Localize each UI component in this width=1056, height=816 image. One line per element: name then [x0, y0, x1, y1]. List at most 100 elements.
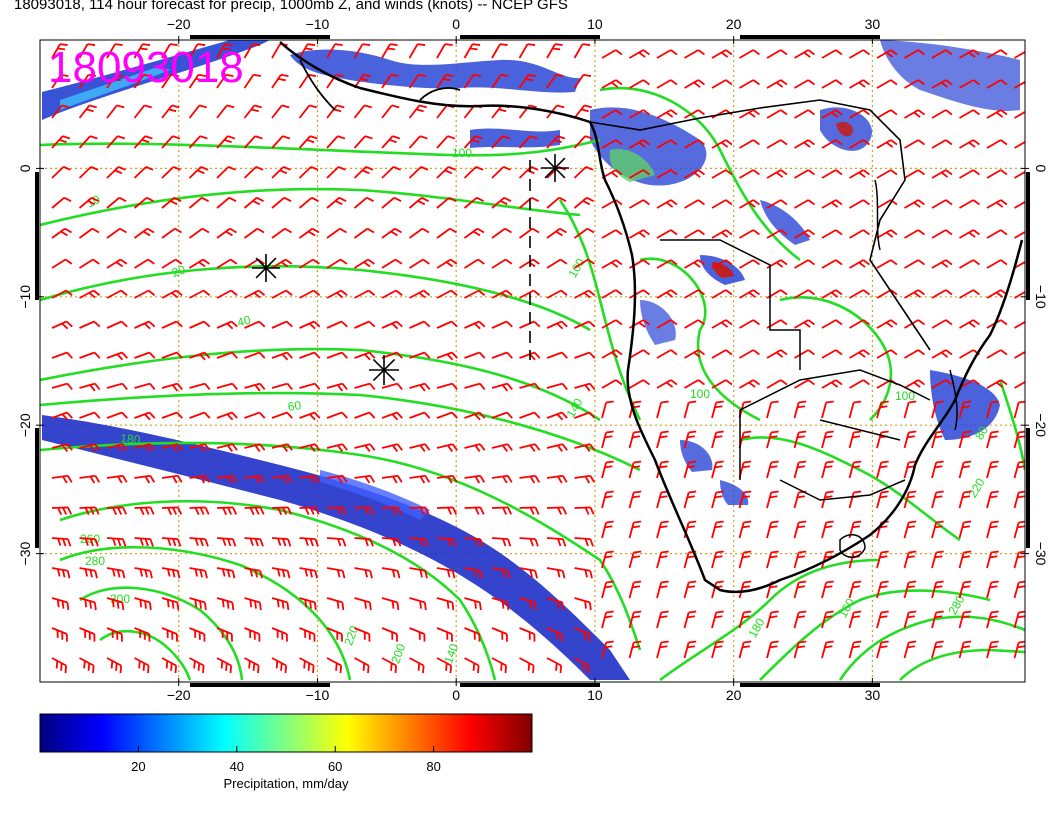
wind-barb: [271, 135, 291, 149]
contour-line: [659, 558, 881, 682]
wind-barb: [739, 349, 760, 359]
wind-barb: [711, 259, 733, 269]
wind-barb: [134, 597, 152, 611]
wind-barb: [491, 43, 508, 59]
wind-barb: [711, 379, 733, 389]
wind-barb: [189, 537, 209, 547]
contour-label: 20: [170, 262, 188, 280]
wind-barb: [959, 169, 980, 179]
wind-barb: [1014, 379, 1025, 389]
wind-barb: [188, 196, 209, 209]
wind-barb: [931, 289, 953, 299]
wind-barb: [903, 490, 917, 509]
wind-barb: [106, 196, 127, 209]
wind-barb: [739, 229, 760, 239]
wind-barb: [463, 227, 485, 239]
wind-barb: [51, 411, 73, 421]
wind-barb: [601, 229, 623, 239]
wind-barb: [436, 567, 456, 579]
wind-barb: [1014, 169, 1025, 179]
wind-barb: [684, 229, 705, 239]
wind-barb: [574, 567, 593, 579]
wind-barb: [519, 597, 537, 611]
wind-barb: [161, 506, 183, 516]
wind-barb: [243, 166, 264, 179]
wind-barb: [436, 597, 455, 611]
wind-barb: [216, 351, 238, 359]
wind-barb: [849, 349, 870, 359]
wind-barb: [161, 135, 181, 149]
wind-barb: [986, 610, 999, 629]
wind-barb: [408, 166, 429, 179]
wind-barb: [519, 411, 541, 419]
wind-barb: [381, 382, 403, 391]
wind-barb: [79, 657, 95, 674]
wind-barb: [601, 520, 614, 539]
wind-barb: [464, 474, 486, 484]
wind-barb: [766, 199, 788, 209]
wind-barb: [491, 537, 512, 547]
wind-barb: [574, 474, 596, 484]
wind-barb: [876, 109, 898, 119]
wind-barb: [436, 382, 458, 391]
wind-barb: [353, 166, 374, 179]
wind-barb: [1014, 109, 1025, 119]
wind-barb: [464, 320, 486, 330]
wind-barb: [849, 199, 870, 209]
wind-barb: [986, 640, 999, 659]
wind-barb: [903, 400, 917, 419]
wind-barb: [354, 411, 376, 419]
wind-barb: [958, 520, 972, 539]
wind-barb: [216, 166, 236, 179]
wind-barb: [794, 169, 815, 179]
wind-barb: [628, 490, 642, 509]
wind-barb: [986, 349, 1008, 359]
wind-barb: [409, 474, 431, 484]
wind-barb: [408, 135, 428, 149]
wind-barb: [78, 104, 97, 119]
wind-barb: [243, 104, 262, 119]
wind-barb: [793, 610, 807, 629]
wind-barb: [216, 320, 238, 330]
wind-barb: [133, 227, 155, 239]
lon-tick-label-bottom: 20: [726, 687, 742, 703]
wind-barb: [79, 474, 101, 484]
wind-barb: [436, 627, 453, 642]
wind-barb: [573, 166, 594, 179]
wind-barb: [189, 258, 210, 269]
wind-barb: [876, 550, 889, 569]
wind-barb: [216, 289, 238, 299]
contour-line: [759, 589, 991, 681]
wind-barb: [216, 382, 238, 391]
wind-barb: [958, 640, 972, 659]
wind-barb: [244, 289, 266, 299]
wind-barb: [134, 411, 156, 421]
wind-barb: [876, 580, 889, 599]
wind-barb: [684, 79, 705, 89]
wind-barb: [299, 258, 320, 269]
wind-barb: [546, 227, 567, 239]
wind-barb: [271, 289, 293, 299]
wind-barb: [711, 349, 733, 359]
wind-barb: [931, 349, 953, 359]
wind-barb: [326, 382, 348, 392]
wind-barb: [683, 460, 697, 479]
wind-barb: [739, 259, 760, 269]
wind-barb: [629, 109, 650, 119]
wind-barb: [876, 319, 898, 329]
contour-label: 60: [287, 398, 302, 414]
wind-barb: [931, 169, 953, 179]
wind-barb: [381, 506, 403, 515]
wind-barb: [354, 506, 375, 515]
wind-barb: [354, 443, 376, 452]
wind-barb: [189, 382, 211, 391]
wind-barb: [766, 109, 788, 119]
wind-barb: [51, 506, 73, 516]
wind-barb: [629, 139, 650, 149]
wind-barb: [134, 443, 156, 452]
wind-barb: [711, 289, 733, 299]
contour-label: 140: [441, 642, 461, 666]
wind-barb: [51, 627, 68, 642]
wind-barb: [958, 580, 972, 599]
date-stamp: 18093018: [48, 43, 244, 92]
